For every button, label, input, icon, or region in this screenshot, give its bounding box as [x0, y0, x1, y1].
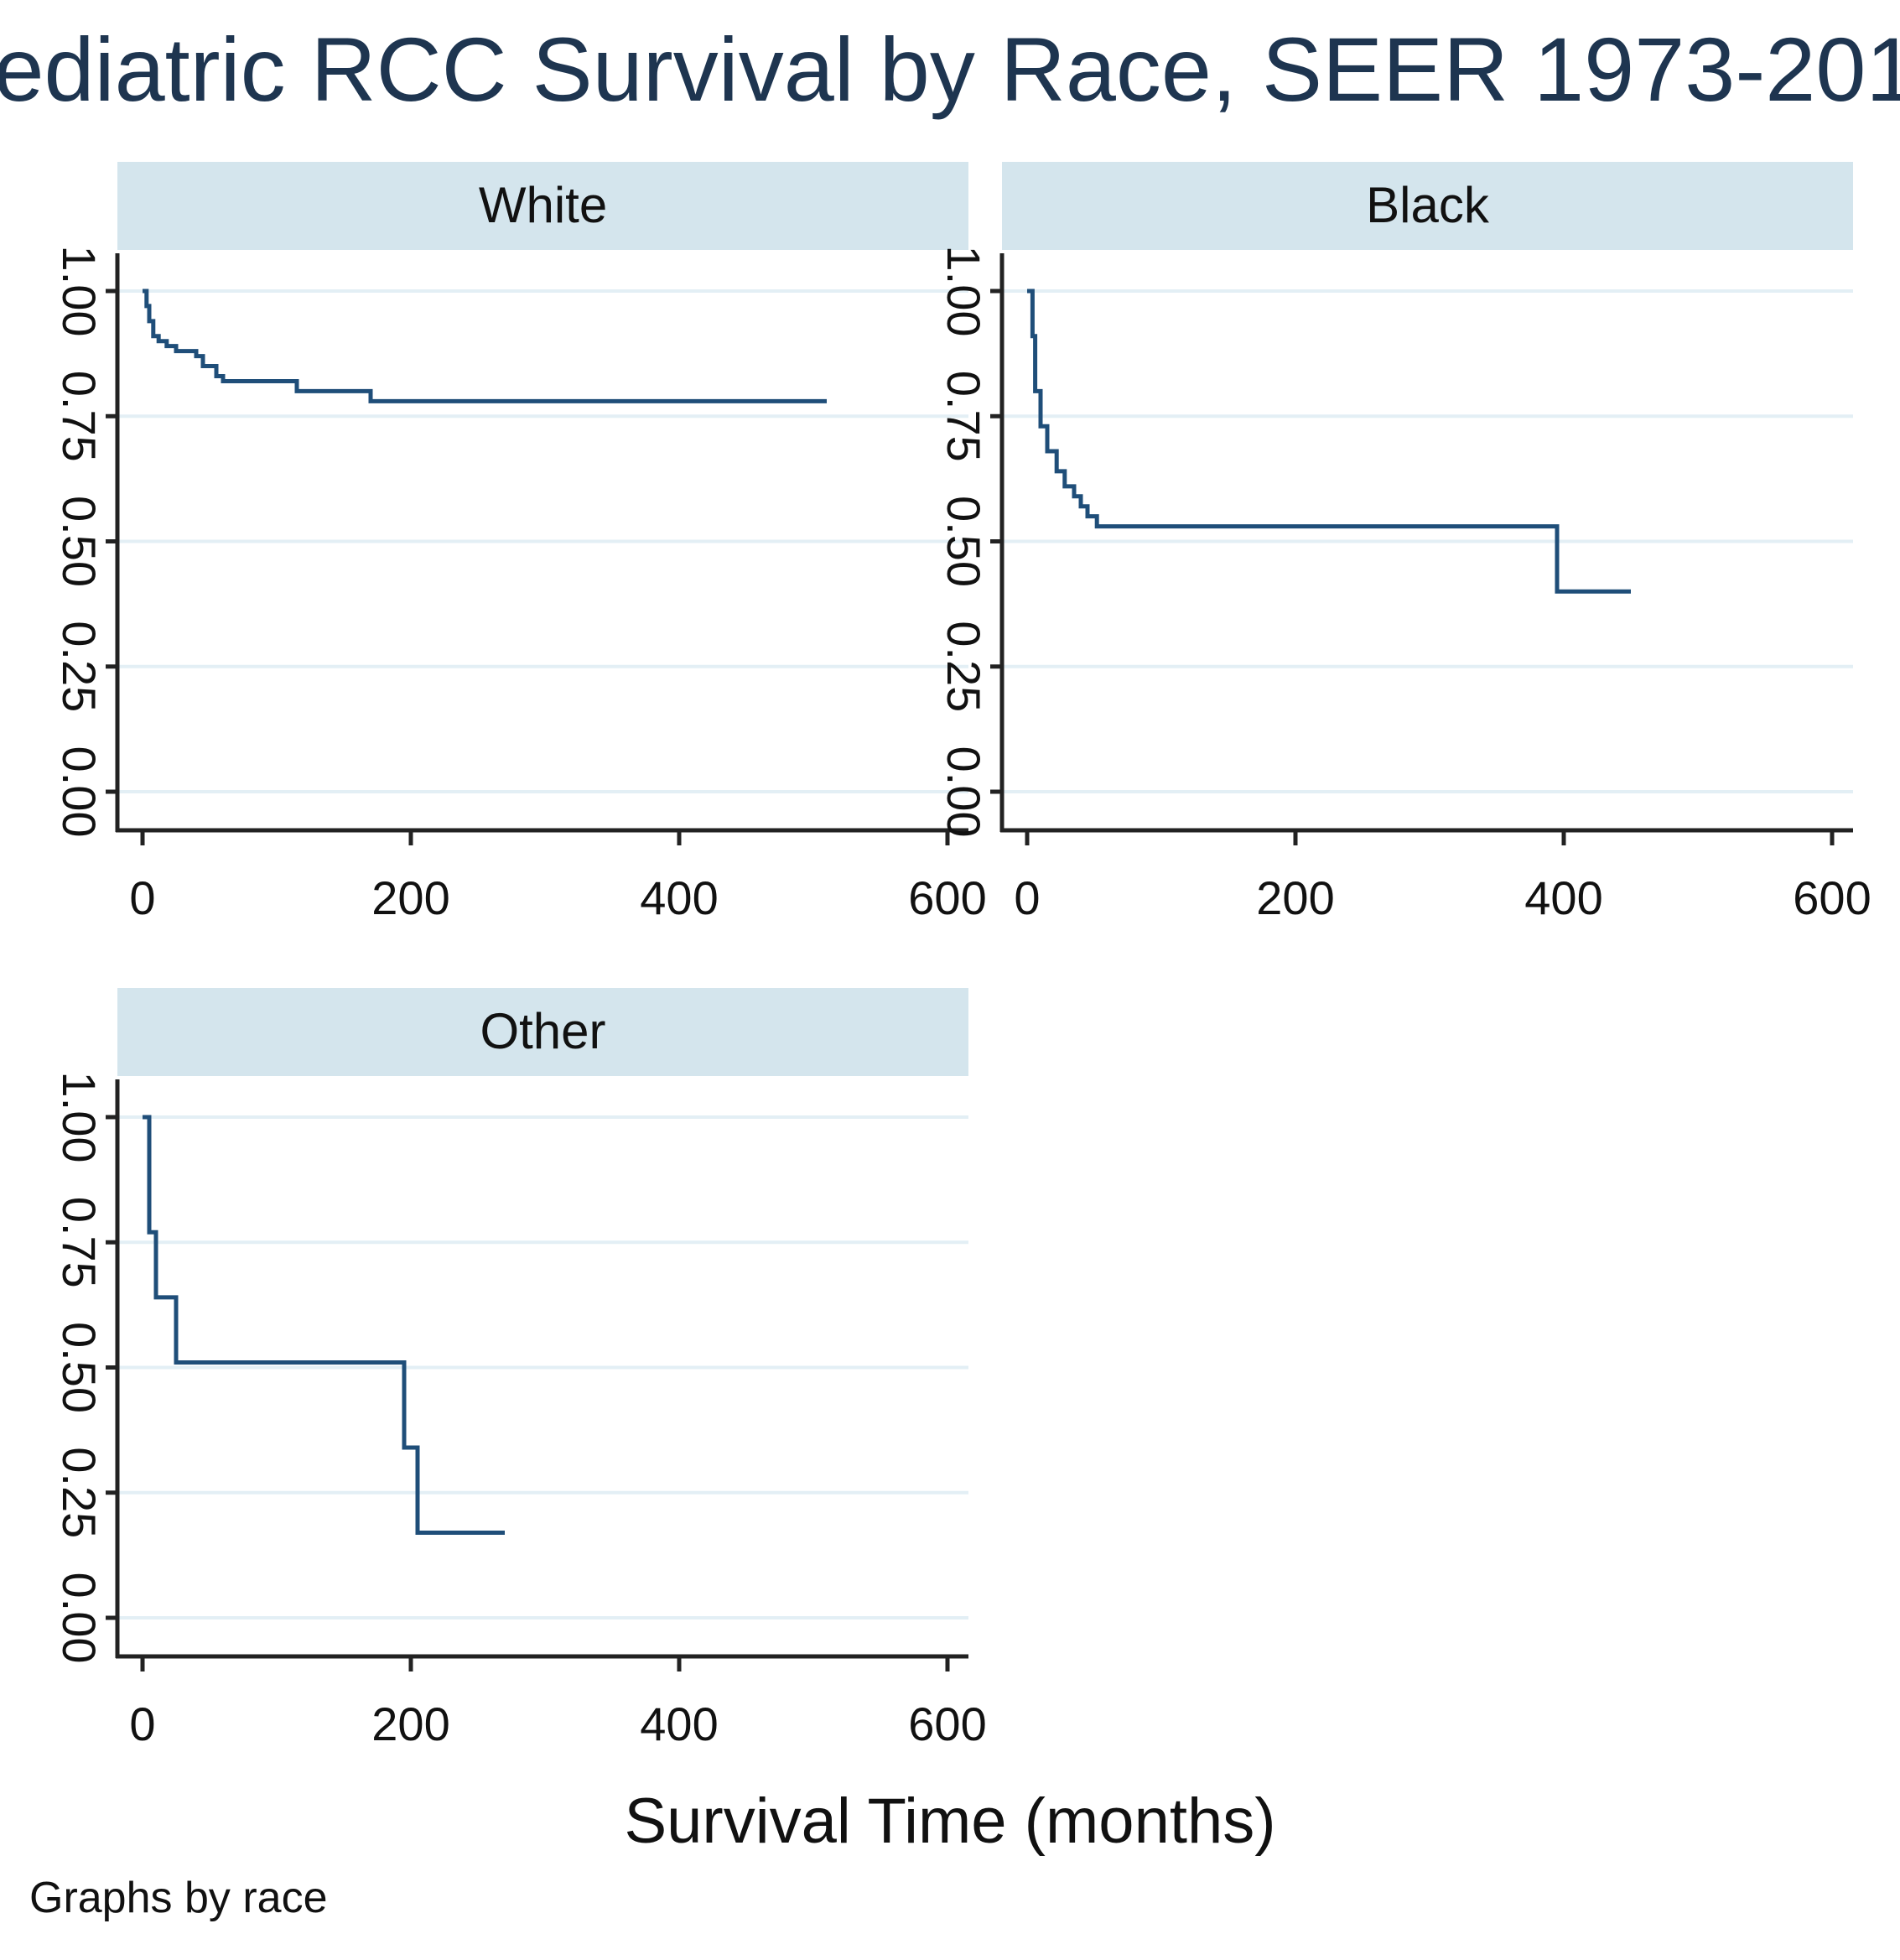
x-tick-label: 0 — [1014, 871, 1040, 924]
y-tick-label: 0.25 — [53, 1447, 106, 1538]
y-tick-label: 0.00 — [53, 746, 106, 838]
x-tick-label: 400 — [640, 871, 718, 924]
x-tick-label: 600 — [908, 1697, 986, 1750]
panel-other: Other 0.00 0.25 0.50 0.75 1.00 0 200 400 600 — [53, 988, 987, 1750]
y-tick-label: 0.75 — [53, 371, 106, 462]
panel-white: White 0.00 0.25 0.50 0.75 1.00 0 200 400 600 — [53, 162, 987, 924]
y-tick-label: 0.00 — [53, 1573, 106, 1664]
y-tick-label: 0.75 — [937, 371, 990, 462]
survival-curve-other — [143, 1115, 505, 1536]
y-tick-label: 1.00 — [53, 1072, 106, 1163]
x-tick-label: 200 — [371, 1697, 449, 1750]
x-tick-label: 0 — [129, 1697, 155, 1750]
y-tick-label: 0.00 — [937, 746, 990, 838]
x-tick-label: 0 — [129, 871, 155, 924]
x-tick-label: 400 — [640, 1697, 718, 1750]
y-tick-label: 0.50 — [53, 1322, 106, 1413]
panel-black: Black 0.00 0.25 0.50 0.75 1.00 0 200 400 600 — [937, 162, 1871, 924]
y-tick-label: 0.75 — [53, 1197, 106, 1288]
x-tick-label: 400 — [1524, 871, 1602, 924]
strip-header — [117, 162, 968, 250]
y-tick-label: 1.00 — [937, 246, 990, 337]
chart-title: Pediatric RCC Survival by Race, SEER 197… — [0, 18, 1900, 120]
survival-curve-white — [143, 289, 827, 403]
x-axis-title: Survival Time (months) — [624, 1786, 1275, 1857]
y-tick-label: 0.25 — [53, 621, 106, 712]
y-tick-label: 0.50 — [53, 496, 106, 587]
x-tick-label: 200 — [1256, 871, 1334, 924]
x-tick-label: 600 — [1793, 871, 1871, 924]
strip-header — [1002, 162, 1853, 250]
y-tick-label: 0.50 — [937, 496, 990, 587]
x-tick-label: 200 — [371, 871, 449, 924]
strip-label: White — [479, 177, 607, 233]
strip-label: Black — [1366, 177, 1490, 233]
graphs-by-note: Graphs by race — [29, 1874, 328, 1922]
survival-curve-black — [1027, 289, 1631, 594]
strip-label: Other — [480, 1003, 605, 1059]
x-tick-label: 600 — [908, 871, 986, 924]
y-tick-label: 0.25 — [937, 621, 990, 712]
y-tick-label: 1.00 — [53, 246, 106, 337]
strip-header — [117, 988, 968, 1076]
